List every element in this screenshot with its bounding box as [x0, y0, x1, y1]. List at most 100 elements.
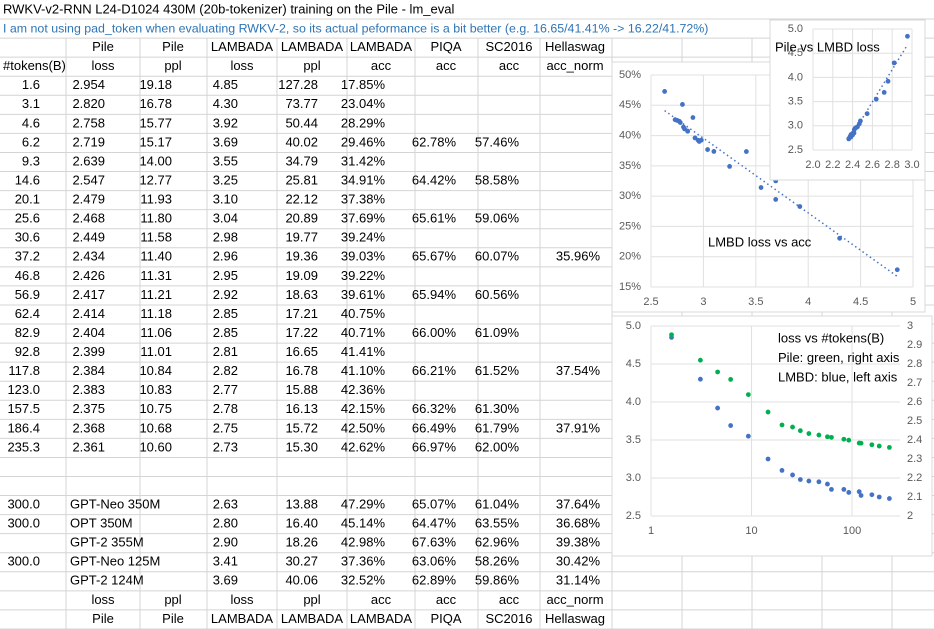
data-point: [715, 369, 721, 375]
data-point: [692, 135, 698, 141]
table-cell: ppl: [303, 58, 320, 73]
table-cell: 37.54%: [556, 363, 601, 378]
table-cell: 34.91%: [341, 172, 386, 187]
data-point: [858, 493, 864, 498]
table-cell: 10.83: [139, 382, 172, 397]
table-cell: 2.468: [72, 211, 105, 226]
y2-tick-label: 2.7: [907, 377, 922, 389]
table-cell: 40.06: [285, 573, 318, 588]
table-cell: 1.6: [22, 77, 40, 92]
table-cell: 40.71%: [341, 325, 386, 340]
table-cell: 17.22: [285, 325, 318, 340]
y-tick-label: 35%: [619, 160, 641, 172]
table-cell: 29.46%: [341, 134, 386, 149]
table-cell: 12.77: [139, 172, 172, 187]
x-tick-label: 3: [700, 296, 706, 308]
table-cell: 2.82: [213, 363, 238, 378]
data-point: [829, 487, 834, 492]
table-cell: 3.1: [22, 96, 40, 111]
x-tick-label: 4: [805, 296, 811, 308]
table-cell: 65.67%: [412, 249, 457, 264]
table-cell: loss: [91, 592, 115, 607]
table-cell: loss: [230, 58, 254, 73]
y2-tick-label: 2.9: [907, 339, 922, 351]
data-point: [841, 436, 847, 442]
data-point: [705, 147, 710, 152]
data-point: [846, 437, 852, 443]
table-cell: 19.18: [139, 77, 172, 92]
y-tick-label: 4.5: [788, 47, 803, 59]
table-cell: GPT-2 355M: [70, 535, 144, 550]
table-cell: 4.30: [213, 96, 238, 111]
table-cell: Pile: [92, 39, 114, 54]
table-cell: 15.77: [139, 115, 172, 130]
y-tick-label: 3.5: [626, 434, 641, 446]
data-point: [905, 33, 910, 39]
data-point: [869, 442, 875, 448]
y-tick-label: 2.5: [626, 510, 641, 522]
table-cell: 235.3: [7, 439, 40, 454]
table-cell: 39.22%: [341, 268, 386, 283]
table-cell: LAMBADA: [281, 39, 343, 54]
table-cell: 2.90: [213, 535, 238, 550]
table-cell: 62.89%: [412, 573, 457, 588]
table-cell: 4.85: [213, 77, 238, 92]
table-cell: 56.9: [15, 287, 40, 302]
data-point: [765, 456, 771, 462]
table-cell: 300.0: [7, 496, 40, 511]
table-cell: acc: [371, 592, 392, 607]
y-tick-label: 5.0: [626, 320, 641, 332]
table-cell: GPT-Neo 350M: [70, 496, 160, 511]
chart-annotation: loss vs #tokens(B): [778, 330, 884, 345]
table-cell: 42.36%: [341, 382, 386, 397]
data-point: [829, 434, 834, 440]
sheet-note: I am not using pad_token when evaluating…: [3, 21, 708, 35]
data-point: [816, 432, 822, 438]
table-cell: 127.28: [278, 77, 318, 92]
table-cell: 61.04%: [475, 496, 520, 511]
y-tick-label: 15%: [619, 281, 641, 293]
y2-tick-label: 2.3: [907, 453, 922, 465]
table-cell: 2.384: [72, 363, 105, 378]
chart-area: [769, 19, 926, 181]
table-cell: 45.14%: [341, 516, 386, 531]
table-cell: 20.1: [15, 192, 40, 207]
table-cell: 58.26%: [475, 554, 520, 569]
table-cell: 61.52%: [475, 363, 520, 378]
table-cell: 2.639: [72, 153, 105, 168]
data-point: [745, 392, 751, 397]
table-cell: acc: [499, 592, 520, 607]
table-cell: LAMBADA: [350, 611, 412, 626]
table-cell: ppl: [164, 592, 181, 607]
data-point: [841, 487, 847, 492]
table-cell: 66.97%: [412, 439, 457, 454]
table-cell: 16.78: [139, 96, 172, 111]
table-cell: 10.84: [139, 363, 172, 378]
data-point: [876, 494, 882, 500]
table-cell: acc_norm: [546, 592, 603, 607]
table-cell: 37.36%: [341, 554, 386, 569]
table-cell: 92.8: [15, 344, 40, 359]
table-cell: 36.68%: [556, 516, 601, 531]
table-cell: PIQA: [430, 611, 461, 626]
table-cell: LAMBADA: [350, 39, 412, 54]
x-tick-label: 2.0: [805, 159, 820, 171]
data-point: [816, 479, 822, 485]
table-cell: 62.4: [15, 306, 40, 321]
table-cell: 2.78: [213, 401, 238, 416]
table-cell: 20.89: [285, 211, 318, 226]
x-tick-label: 10: [745, 525, 757, 537]
table-cell: 62.00%: [475, 439, 520, 454]
table-cell: 2.479: [72, 192, 105, 207]
data-point: [825, 434, 830, 440]
table-cell: 42.50%: [341, 420, 386, 435]
table-cell: 18.63: [285, 287, 318, 302]
table-cell: 14.6: [15, 172, 40, 187]
table-cell: 15.72: [285, 420, 318, 435]
table-cell: 2.820: [72, 96, 105, 111]
table-cell: 17.85%: [341, 77, 386, 92]
table-cell: 37.69%: [341, 211, 386, 226]
data-point: [697, 357, 703, 363]
table-cell: 10.68: [139, 420, 172, 435]
chart-title: LMBD loss vs acc: [708, 234, 812, 249]
